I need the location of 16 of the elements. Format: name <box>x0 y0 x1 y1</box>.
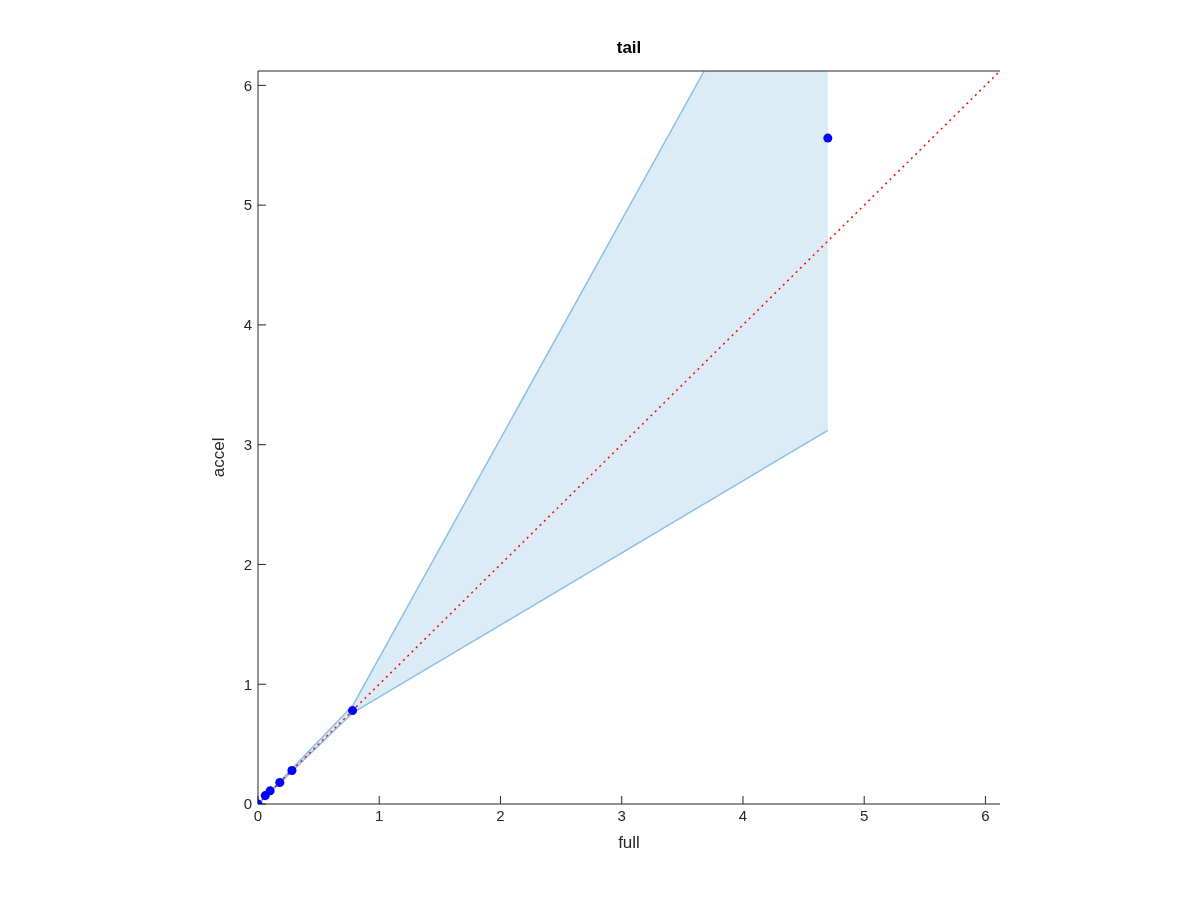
x-tick-label: 4 <box>738 806 748 824</box>
x-tick-label: 3 <box>617 806 626 824</box>
y-tick-label: 4 <box>243 316 252 334</box>
y-tick-label: 3 <box>243 436 252 454</box>
x-tick-label: 6 <box>981 806 990 824</box>
y-tick-label: 1 <box>243 675 252 693</box>
chart-title: tail <box>616 38 642 58</box>
x-tick-label: 5 <box>860 806 869 824</box>
y-tick-label: 0 <box>243 795 252 813</box>
y-tick-label: 2 <box>243 555 252 573</box>
y-axis-title: accel <box>209 437 229 478</box>
x-tick-label: 1 <box>375 806 384 824</box>
x-axis-title: full <box>618 833 640 852</box>
y-tick-label: 6 <box>243 76 252 94</box>
y-tick-label: 5 <box>243 196 252 214</box>
x-tick-label: 2 <box>496 806 505 824</box>
